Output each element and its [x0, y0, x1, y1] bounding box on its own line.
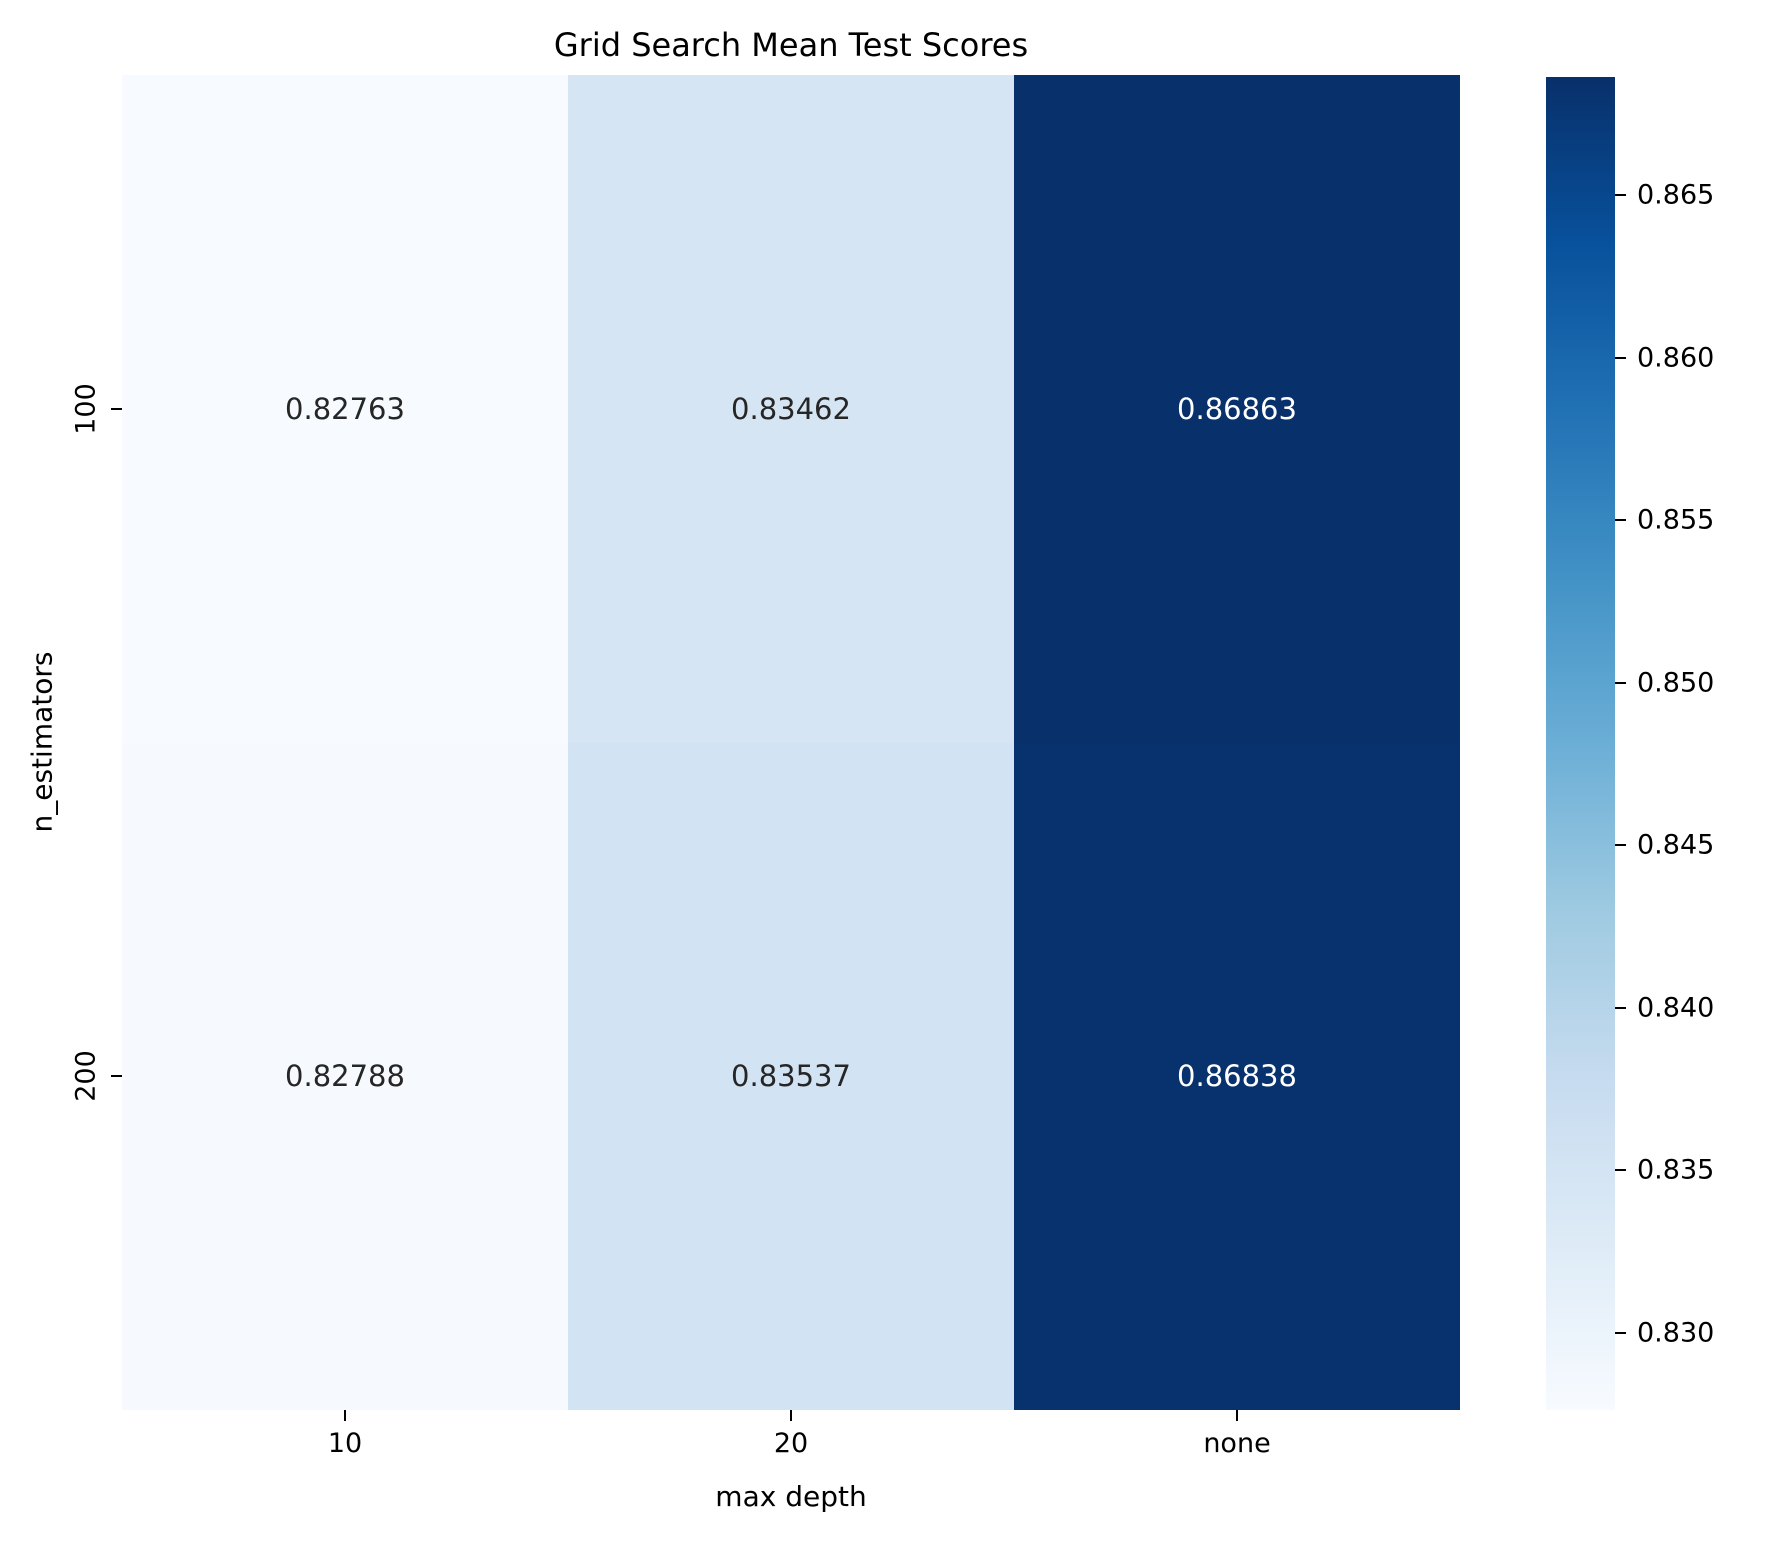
colorbar-tick-mark: [1615, 681, 1626, 684]
x-tick-label: none: [1203, 1428, 1271, 1459]
x-tick-mark: [344, 1410, 346, 1421]
x-tick-mark: [1236, 1410, 1238, 1421]
heatmap-cell: 0.82763: [122, 75, 568, 743]
colorbar-tick-label: 0.855: [1637, 504, 1715, 536]
y-tick-label: 200: [70, 1050, 102, 1103]
heatmap-grid: 0.82763 0.83462 0.86863 0.82788 0.83537 0.868…: [122, 75, 1460, 1410]
y-axis-label: n_estimators: [25, 651, 59, 833]
cell-value: 0.83537: [731, 1059, 851, 1094]
x-axis-label: max depth: [715, 1480, 867, 1513]
x-tick-label: 20: [773, 1428, 809, 1459]
colorbar-tick-label: 0.865: [1637, 179, 1715, 211]
y-tick-mark: [111, 407, 122, 410]
colorbar-tick-label: 0.830: [1637, 1317, 1715, 1349]
colorbar-tick-mark: [1615, 356, 1626, 359]
cell-value: 0.86838: [1177, 1059, 1297, 1094]
y-tick-mark: [111, 1075, 122, 1078]
colorbar-tick-mark: [1615, 1169, 1626, 1172]
heatmap-cell: 0.83462: [568, 75, 1014, 743]
colorbar-tick-label: 0.860: [1637, 342, 1715, 374]
heatmap-cell: 0.82788: [122, 742, 568, 1410]
colorbar-tick-mark: [1615, 194, 1626, 197]
colorbar-tick-mark: [1615, 1331, 1626, 1334]
chart-title: Grid Search Mean Test Scores: [553, 26, 1029, 64]
colorbar-tick-mark: [1615, 1006, 1626, 1009]
cell-value: 0.83462: [731, 391, 851, 426]
heatmap-cell: 0.86838: [1014, 742, 1460, 1410]
x-tick-mark: [790, 1410, 792, 1421]
colorbar-tick-label: 0.835: [1637, 1154, 1715, 1186]
heatmap-cell: 0.86863: [1014, 75, 1460, 743]
colorbar-tick-label: 0.850: [1637, 667, 1715, 699]
colorbar-tick-mark: [1615, 519, 1626, 522]
x-tick-label: 10: [327, 1428, 363, 1459]
colorbar-tick-label: 0.845: [1637, 829, 1715, 861]
colorbar: [1546, 77, 1615, 1410]
heatmap-cell: 0.83537: [568, 742, 1014, 1410]
colorbar-tick-mark: [1615, 844, 1626, 847]
cell-value: 0.82788: [285, 1059, 405, 1094]
cell-value: 0.86863: [1177, 391, 1297, 426]
y-tick-label: 100: [70, 382, 102, 435]
cell-value: 0.82763: [285, 391, 405, 426]
colorbar-tick-label: 0.840: [1637, 992, 1715, 1024]
